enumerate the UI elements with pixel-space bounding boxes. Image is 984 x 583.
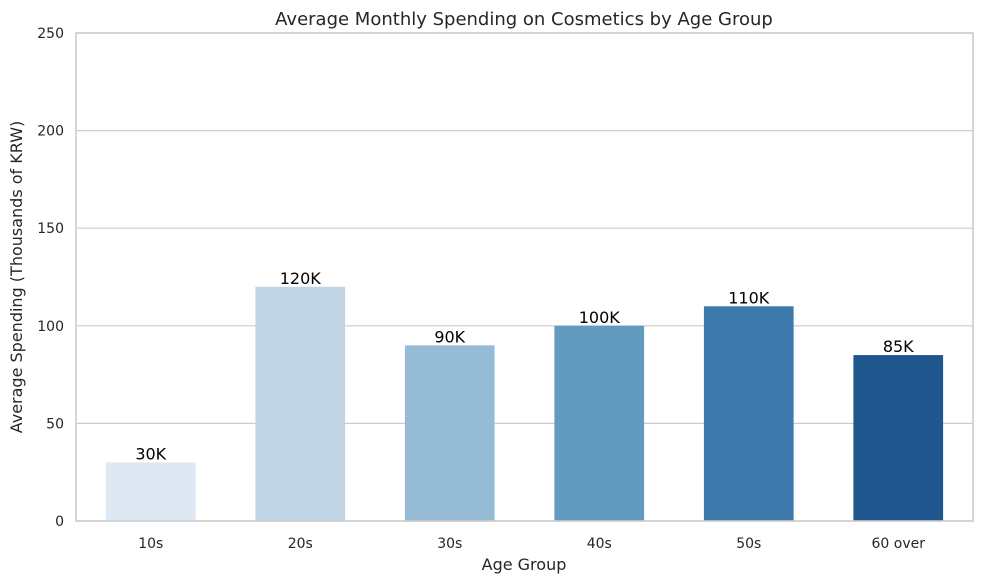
x-axis-ticks: 10s 20s 30s 40s 50s 60 over [138, 536, 925, 552]
data-label: 85K [883, 337, 914, 356]
chart-title: Average Monthly Spending on Cosmetics by… [275, 9, 773, 30]
y-tick-label: 50 [46, 416, 64, 432]
y-axis-label: Average Spending (Thousands of KRW) [7, 121, 26, 434]
y-tick-label: 200 [37, 124, 64, 140]
y-tick-label: 250 [37, 26, 64, 42]
data-label: 110K [728, 288, 770, 307]
plot-frame [75, 32, 974, 522]
x-tick-label: 30s [437, 536, 462, 552]
bar-40s [554, 325, 645, 521]
y-tick-label: 150 [37, 221, 64, 237]
x-tick-label: 40s [587, 536, 612, 552]
y-tick-label: 100 [37, 319, 64, 335]
data-label: 100K [579, 308, 621, 327]
bars [105, 286, 944, 521]
y-axis-ticks: 0 50 100 150 200 250 [37, 26, 64, 530]
data-label: 90K [434, 327, 465, 346]
bar-50s [703, 306, 794, 521]
y-tick-label: 0 [55, 514, 64, 530]
bar-30s [404, 345, 495, 521]
data-labels: 30K 120K 90K 100K 110K 85K [135, 269, 914, 464]
grid-lines [76, 32, 973, 522]
bar-60-over [853, 355, 944, 521]
x-tick-label: 50s [736, 536, 761, 552]
data-label: 30K [135, 444, 166, 463]
x-tick-label: 60 over [872, 536, 926, 552]
bar-10s [105, 462, 196, 521]
data-label: 120K [280, 269, 322, 288]
x-tick-label: 10s [138, 536, 163, 552]
x-tick-label: 20s [288, 536, 313, 552]
bar-20s [255, 286, 346, 521]
x-axis-label: Age Group [482, 555, 567, 574]
